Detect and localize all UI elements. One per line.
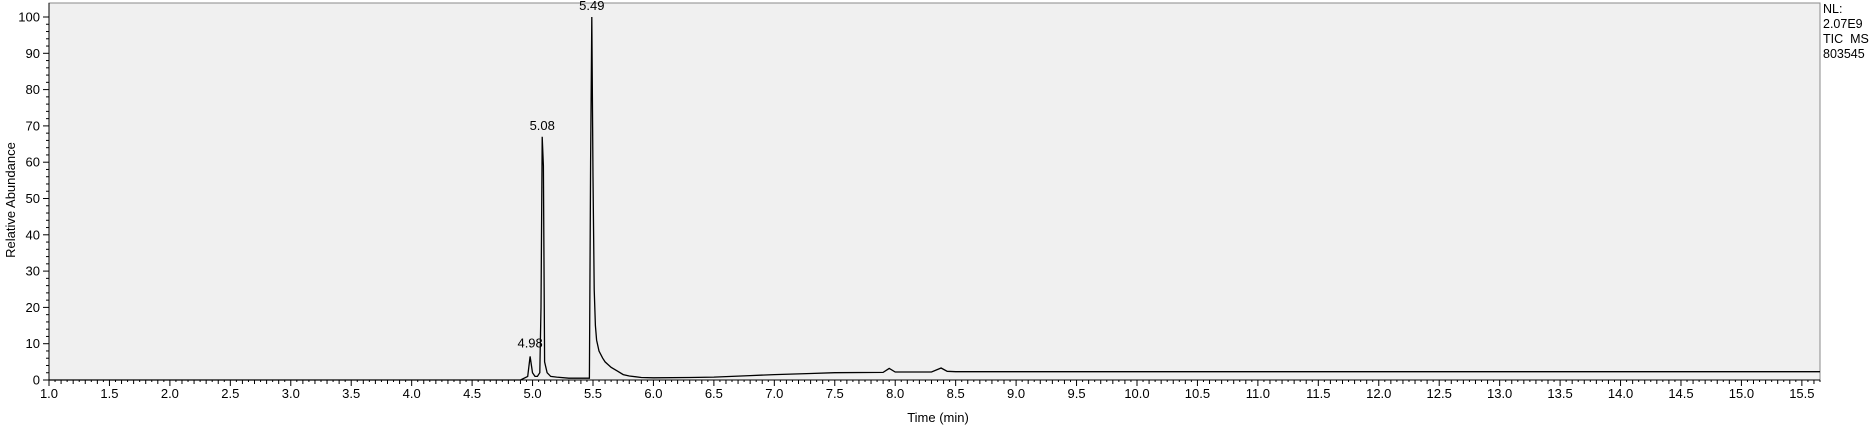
nl-value: 2.07E9 (1823, 17, 1863, 31)
tic-trace (49, 16, 1820, 381)
x-tick-label: 10.0 (1124, 386, 1149, 401)
x-tick-label: 4.5 (463, 386, 481, 401)
info-panel: NL: 2.07E9 TIC MS 803545 (1823, 2, 1869, 62)
x-tick-label: 13.5 (1547, 386, 1572, 401)
x-axis: 1.0 1.5 2.0 2.5 3.0 3.5 4.0 4.5 5.0 5.5 6.0 6.5 7.0 7… (40, 379, 1821, 401)
y-tick-label: 90 (26, 46, 40, 61)
y-tick-label: 100 (18, 10, 40, 25)
y-tick-label: 0 (33, 373, 40, 388)
y-tick-label: 70 (26, 118, 40, 133)
x-tick-label: 10.5 (1185, 386, 1210, 401)
y-tick-label: 80 (26, 82, 40, 97)
x-tick-label: 11.5 (1306, 386, 1330, 401)
y-tick-label: 60 (26, 155, 40, 170)
x-tick-label: 7.5 (826, 386, 844, 401)
x-tick-label: 12.5 (1427, 386, 1452, 401)
peak-label: 5.49 (579, 0, 604, 13)
x-tick-label: 11.0 (1246, 386, 1270, 401)
x-tick-label: 9.0 (1007, 386, 1025, 401)
x-tick-label: 14.0 (1608, 386, 1633, 401)
nl-label: NL: (1823, 2, 1843, 16)
x-tick-label: 2.5 (221, 386, 239, 401)
x-tick-label: 5.5 (584, 386, 602, 401)
x-tick-label: 5.0 (524, 386, 542, 401)
x-tick-label: 6.0 (644, 386, 662, 401)
y-tick-label: 30 (26, 264, 40, 279)
peak-label: 4.98 (517, 336, 542, 351)
plot-area (48, 2, 1821, 381)
x-tick-label: 15.0 (1729, 386, 1754, 401)
x-tick-label: 8.5 (947, 386, 965, 401)
x-tick-label: 9.5 (1068, 386, 1086, 401)
x-tick-label: 3.0 (282, 386, 300, 401)
y-axis: 0 10 20 30 40 50 60 70 80 90 100 (18, 3, 50, 388)
x-tick-label: 3.5 (342, 386, 360, 401)
x-tick-label: 4.0 (403, 386, 421, 401)
x-tick-label: 14.5 (1668, 386, 1693, 401)
x-tick-label: 7.0 (765, 386, 783, 401)
x-tick-label: 1.0 (40, 386, 58, 401)
x-tick-label: 15.5 (1789, 386, 1814, 401)
x-tick-label: 6.5 (705, 386, 723, 401)
y-axis-title: Relative Abundance (3, 142, 18, 258)
x-tick-label: 13.0 (1487, 386, 1512, 401)
x-axis-title: Time (min) (907, 410, 969, 425)
x-tick-label: 12.0 (1366, 386, 1391, 401)
y-tick-label: 10 (26, 336, 40, 351)
x-tick-label: 1.5 (100, 386, 118, 401)
y-tick-label: 20 (26, 300, 40, 315)
peak-label: 5.08 (530, 118, 555, 133)
y-tick-label: 50 (26, 191, 40, 206)
peak-labels: 4.98 5.08 5.49 (517, 0, 604, 351)
x-tick-label: 2.0 (161, 386, 179, 401)
x-tick-label: 8.0 (886, 386, 904, 401)
y-tick-label: 40 (26, 227, 40, 242)
scan-filter: TIC MS (1823, 32, 1869, 46)
sample-id: 803545 (1823, 47, 1865, 61)
